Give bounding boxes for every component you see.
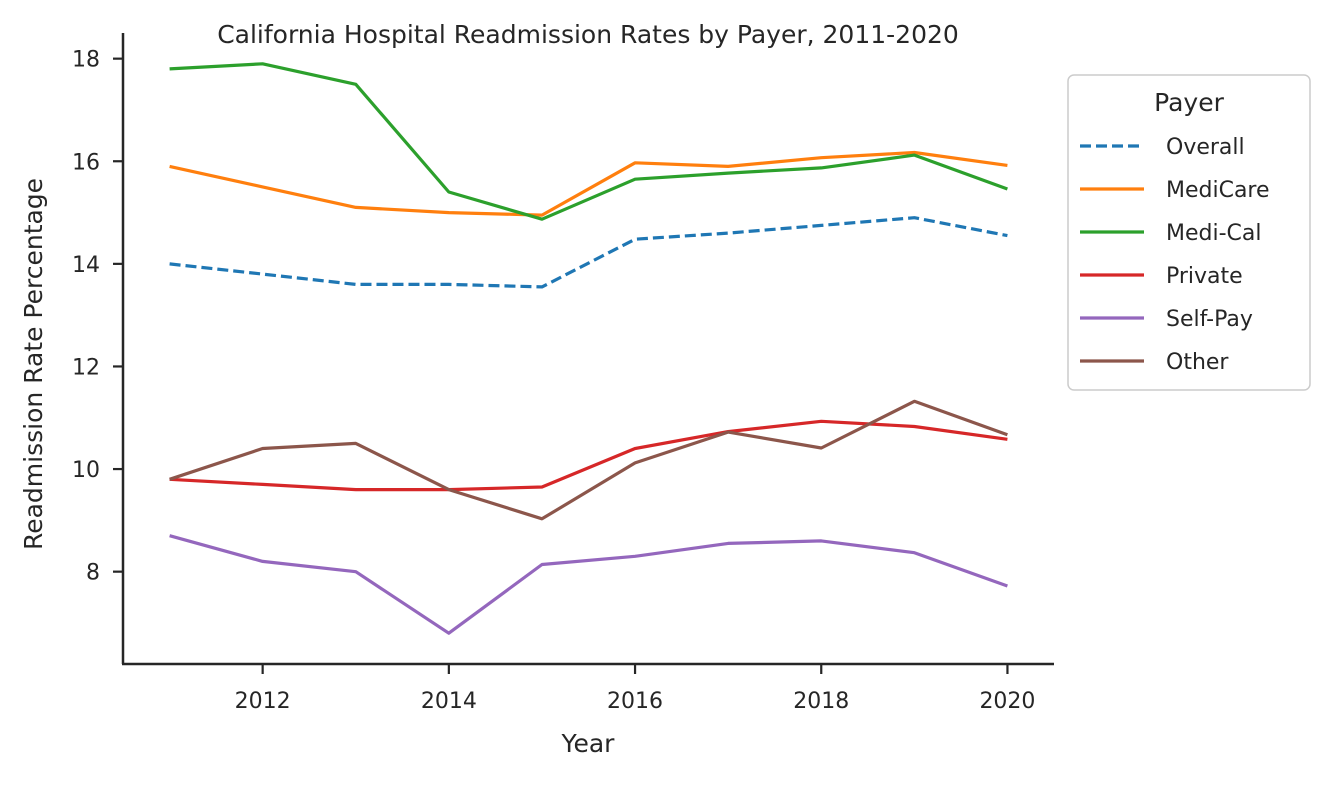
y-tick-label: 8 xyxy=(86,561,100,586)
x-tick-label: 2018 xyxy=(793,689,849,714)
series-line-medi-cal xyxy=(169,62,1008,221)
x-axis-label: Year xyxy=(561,729,616,758)
y-tick-label: 14 xyxy=(72,253,100,278)
legend: Payer Overall MediCare Medi-Cal Private Self… xyxy=(1067,74,1311,391)
x-tick-label: 2016 xyxy=(607,689,663,714)
series-line-other xyxy=(169,399,1008,521)
y-axis-label: Readmission Rate Percentage xyxy=(19,178,48,550)
y-tick-label: 10 xyxy=(72,458,100,483)
y-axis-ticks: 8 10 12 14 16 18 xyxy=(72,48,123,586)
chart-title: California Hospital Readmission Rates by… xyxy=(217,20,959,49)
legend-label: Overall xyxy=(1166,135,1245,160)
legend-label: Self-Pay xyxy=(1166,307,1253,332)
legend-title: Payer xyxy=(1154,88,1224,117)
legend-label: Private xyxy=(1166,264,1243,289)
x-tick-label: 2012 xyxy=(235,689,291,714)
legend-label: Medi-Cal xyxy=(1166,221,1262,246)
legend-label: Other xyxy=(1166,350,1229,375)
x-tick-label: 2014 xyxy=(421,689,477,714)
series-line-overall xyxy=(169,216,1008,289)
x-tick-label: 2020 xyxy=(979,689,1035,714)
legend-frame xyxy=(1067,74,1311,391)
series-line-private xyxy=(169,419,1008,492)
y-tick-label: 12 xyxy=(72,355,100,380)
series-line-medicare xyxy=(169,150,1008,217)
y-tick-label: 18 xyxy=(72,48,100,73)
legend-label: MediCare xyxy=(1166,178,1270,203)
legend-items: Overall MediCare Medi-Cal Private Self-Pay Ot… xyxy=(1080,135,1270,375)
y-tick-label: 16 xyxy=(72,150,100,175)
plot-lines xyxy=(169,62,1008,635)
series-line-self-pay xyxy=(169,534,1008,635)
x-axis-ticks: 2012 2014 2016 2018 2020 xyxy=(235,664,1035,714)
